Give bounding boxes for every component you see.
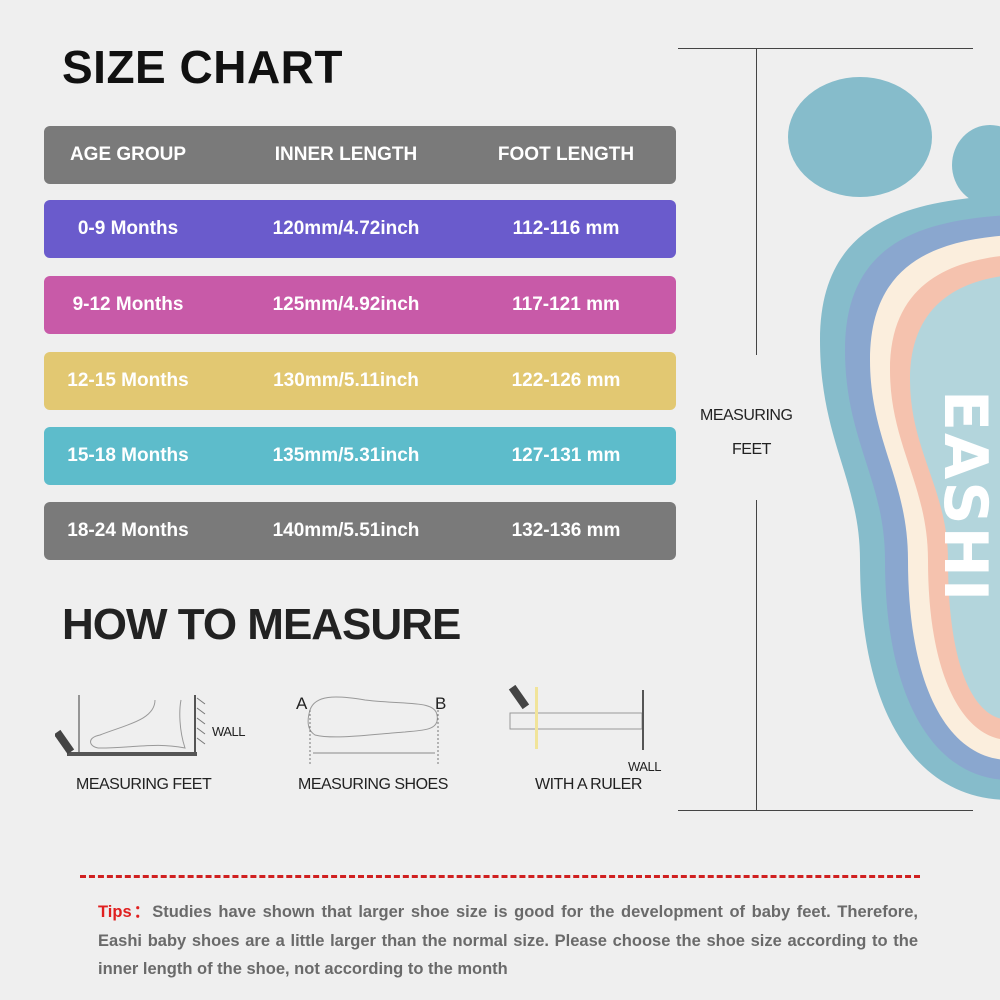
point-b-label: B bbox=[435, 694, 446, 713]
table-row: 15-18 Months 135mm/5.31inch 127-131 mm bbox=[44, 427, 676, 485]
table-row: 12-15 Months 130mm/5.11inch 122-126 mm bbox=[44, 352, 676, 410]
how-to-measure-title: HOW TO MEASURE bbox=[62, 600, 461, 649]
brand-text: EASHI bbox=[930, 390, 1000, 603]
measure-line-top bbox=[756, 48, 757, 355]
cell-foot-length: 117-121 mm bbox=[512, 294, 620, 315]
ruler-diagram bbox=[508, 685, 644, 750]
measuring-shoes-caption: MEASURING SHOES bbox=[298, 776, 448, 793]
cell-age: 12-15 Months bbox=[67, 370, 189, 391]
cell-inner-length: 125mm/4.92inch bbox=[272, 294, 420, 315]
header-age: AGE GROUP bbox=[69, 144, 187, 165]
side-label-line1: MEASURING bbox=[700, 407, 793, 424]
point-a-label: A bbox=[296, 694, 307, 713]
table-row: 0-9 Months 120mm/4.72inch 112-116 mm bbox=[44, 200, 676, 258]
header-inner: INNER LENGTH bbox=[274, 144, 418, 165]
measuring-feet-diagram bbox=[55, 695, 206, 756]
cell-inner-length: 140mm/5.51inch bbox=[272, 520, 420, 541]
cell-foot-length: 112-116 mm bbox=[512, 218, 620, 239]
measuring-feet-caption: MEASURING FEET bbox=[76, 776, 212, 793]
cell-age: 18-24 Months bbox=[67, 520, 189, 541]
cell-age: 15-18 Months bbox=[67, 445, 189, 466]
measure-line-bottom bbox=[756, 500, 757, 810]
cell-foot-length: 122-126 mm bbox=[511, 370, 621, 391]
tips-label: Tips： bbox=[98, 903, 153, 921]
side-label-line2: FEET bbox=[732, 441, 771, 458]
wall-label-ruler: WALL bbox=[628, 759, 661, 774]
pencil-icon bbox=[508, 685, 530, 710]
tips-body: Studies have shown that larger shoe size… bbox=[98, 903, 918, 978]
header-foot: FOOT LENGTH bbox=[497, 144, 635, 165]
foot-logo: EASHI bbox=[788, 77, 1000, 800]
cell-foot-length: 127-131 mm bbox=[511, 445, 621, 466]
table-row: 9-12 Months 125mm/4.92inch 117-121 mm bbox=[44, 276, 676, 334]
size-chart-title: SIZE CHART bbox=[62, 41, 343, 93]
cell-inner-length: 120mm/4.72inch bbox=[272, 218, 420, 239]
measuring-shoes-diagram bbox=[307, 696, 439, 765]
table-header: AGE GROUP INNER LENGTH FOOT LENGTH bbox=[44, 126, 676, 184]
cell-age: 0-9 Months bbox=[77, 218, 179, 239]
cell-foot-length: 132-136 mm bbox=[511, 520, 621, 541]
wall-label: WALL bbox=[212, 724, 245, 739]
cell-inner-length: 135mm/5.31inch bbox=[272, 445, 420, 466]
bottom-divider bbox=[678, 810, 973, 811]
top-divider bbox=[678, 48, 973, 49]
pencil-icon bbox=[55, 729, 75, 755]
ruler-caption: WITH A RULER bbox=[535, 776, 642, 793]
tips-text: Tips：Studies have shown that larger shoe… bbox=[98, 898, 918, 984]
cell-inner-length: 130mm/5.11inch bbox=[273, 370, 419, 391]
cell-age: 9-12 Months bbox=[72, 294, 184, 315]
dashed-divider bbox=[80, 875, 920, 878]
table-row: 18-24 Months 140mm/5.51inch 132-136 mm bbox=[44, 502, 676, 560]
